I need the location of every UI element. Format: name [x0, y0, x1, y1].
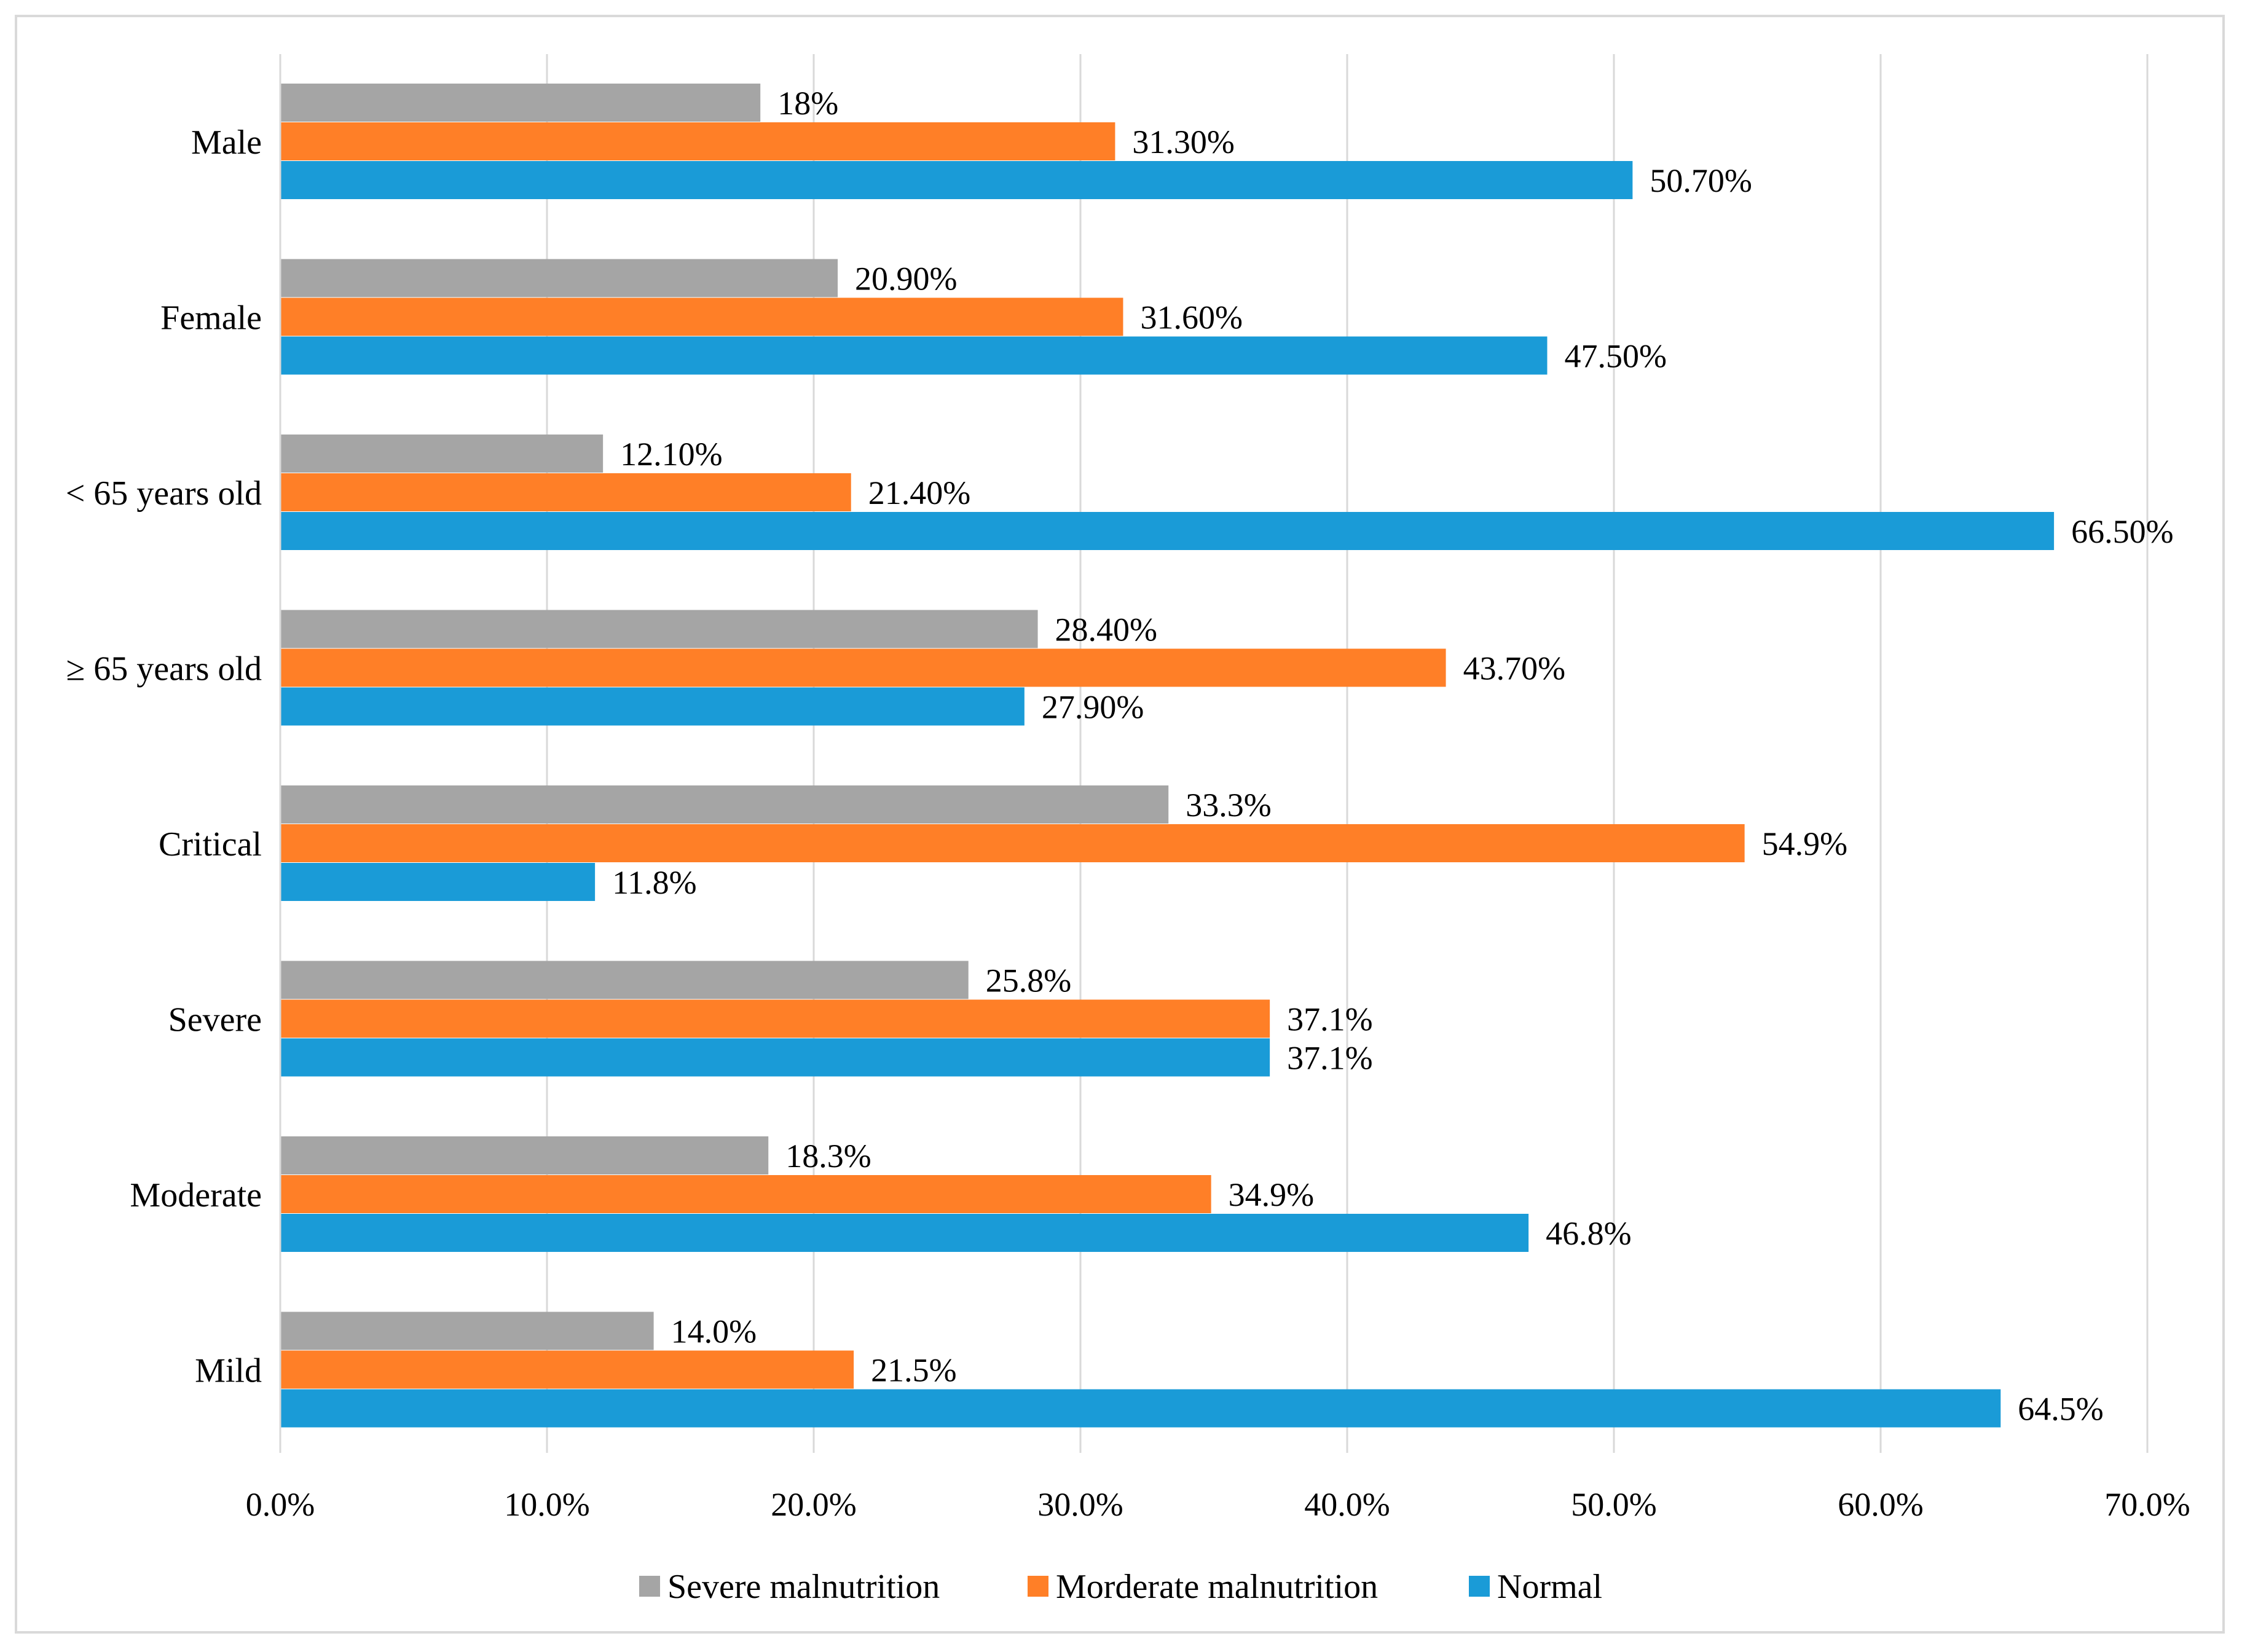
data-label: 37.1% [1287, 1001, 1372, 1038]
bars [280, 84, 2055, 1428]
data-label: 12.10% [620, 436, 722, 473]
bar [280, 473, 851, 511]
chart-svg: 18% 31.30% 50.70% 20.90% 31.60% 47.50% 12.10% 2… [66, 54, 2190, 1606]
x-tick-label: 60.0% [1838, 1486, 1923, 1523]
data-label: 25.8% [986, 962, 1071, 999]
category-label: Moderate [130, 1176, 262, 1214]
bar [280, 610, 1038, 648]
data-label: 54.9% [1762, 825, 1847, 862]
category-label: Severe [168, 1001, 262, 1039]
bar [280, 824, 1745, 862]
bar [280, 1350, 854, 1389]
data-label: 66.50% [2071, 513, 2173, 550]
data-label: 64.5% [2018, 1391, 2103, 1428]
bar [280, 336, 1548, 375]
data-label: 28.40% [1055, 612, 1157, 648]
data-label: 47.50% [1565, 338, 1667, 375]
x-tick-label: 50.0% [1571, 1486, 1656, 1523]
legend: Severe malnutrition Morderate malnutritio… [639, 1568, 1602, 1606]
data-label: 43.70% [1463, 650, 1565, 687]
data-label: 33.3% [1186, 787, 1271, 824]
bar [280, 961, 969, 999]
bar [280, 999, 1270, 1038]
category-label: Mild [195, 1352, 262, 1390]
bar [280, 648, 1446, 687]
bar [280, 1175, 1211, 1213]
bar [280, 1136, 769, 1174]
data-label: 14.0% [671, 1313, 757, 1350]
data-label: 50.70% [1650, 162, 1752, 199]
bar [280, 863, 596, 901]
data-label: 18.3% [785, 1138, 871, 1174]
chart-frame: 18% 31.30% 50.70% 20.90% 31.60% 47.50% 12.10% 2… [15, 15, 2225, 1634]
x-tick-label: 70.0% [2104, 1486, 2190, 1523]
category-label: Female [160, 299, 262, 337]
bar [280, 1214, 1529, 1252]
bar [280, 84, 761, 122]
bar [280, 1038, 1270, 1077]
legend-swatch [639, 1576, 660, 1597]
bar [280, 161, 1633, 199]
legend-label: Normal [1497, 1568, 1602, 1606]
data-labels: 18% 31.30% 50.70% 20.90% 31.60% 47.50% 12.10% 2… [612, 85, 2173, 1428]
data-label: 34.9% [1229, 1176, 1314, 1213]
bar [280, 1312, 654, 1350]
data-label: 18% [777, 85, 838, 122]
x-tick-label: 40.0% [1304, 1486, 1390, 1523]
x-tick-label: 10.0% [504, 1486, 589, 1523]
bar [280, 122, 1115, 160]
data-label: 37.1% [1287, 1040, 1372, 1077]
bar [280, 259, 838, 297]
bar [280, 297, 1123, 336]
category-label: ≥ 65 years old [66, 650, 262, 688]
x-tick-label: 30.0% [1037, 1486, 1123, 1523]
legend-label: Severe malnutrition [667, 1568, 940, 1606]
category-label: < 65 years old [66, 474, 262, 513]
data-label: 11.8% [612, 864, 696, 901]
axes: 0.0% 10.0% 20.0% 30.0% 40.0% 50.0% 60.0% 70.0% M… [66, 54, 2190, 1523]
legend-swatch [1469, 1576, 1490, 1597]
bar [280, 435, 604, 473]
bar [280, 785, 1169, 824]
data-label: 27.90% [1042, 689, 1144, 726]
category-label: Critical [159, 825, 262, 863]
data-label: 31.30% [1132, 124, 1234, 160]
data-label: 46.8% [1546, 1215, 1631, 1252]
x-tick-label: 0.0% [246, 1486, 315, 1523]
category-label: Male [191, 124, 262, 162]
data-label: 20.90% [855, 261, 957, 297]
legend-swatch [1028, 1576, 1048, 1597]
data-label: 31.60% [1140, 299, 1242, 336]
data-label: 21.40% [868, 474, 970, 511]
data-label: 21.5% [871, 1352, 956, 1389]
bar [280, 687, 1025, 726]
legend-label: Morderate malnutrition [1056, 1568, 1378, 1606]
bar [280, 1389, 2001, 1428]
bar [280, 512, 2055, 550]
x-tick-label: 20.0% [771, 1486, 856, 1523]
